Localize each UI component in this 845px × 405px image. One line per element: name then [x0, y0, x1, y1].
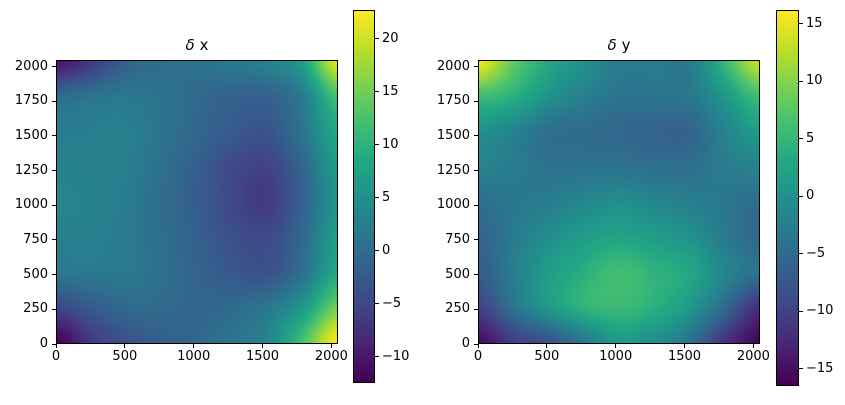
x-tick-mark	[546, 344, 548, 348]
delta-x-heatmap-canvas	[57, 61, 337, 343]
colorbar-tick-label: 15	[382, 83, 399, 99]
y-tick-mark	[474, 204, 478, 206]
colorbar-tick-mark	[799, 23, 803, 25]
y-tick-label: 0	[39, 336, 48, 351]
x-tick-mark	[477, 344, 479, 348]
delta-y-colorbar	[776, 10, 799, 386]
colorbar-tick-mark	[799, 310, 803, 312]
x-tick-label: 1500	[667, 349, 702, 364]
y-tick-mark	[52, 204, 56, 206]
y-tick-label: 750	[445, 231, 470, 247]
title-variable: x	[199, 36, 209, 54]
y-tick-mark	[52, 274, 56, 276]
y-tick-mark	[52, 135, 56, 137]
colorbar-tick-mark	[375, 144, 379, 146]
colorbar-tick-mark	[799, 138, 803, 140]
colorbar-tick-label: 20	[382, 30, 399, 46]
y-tick-mark	[474, 274, 478, 276]
y-tick-label: 250	[445, 301, 470, 317]
y-tick-mark	[52, 343, 56, 345]
colorbar-tick-label: 5	[806, 130, 815, 146]
colorbar-tick-mark	[375, 91, 379, 93]
colorbar-tick-label: 10	[382, 136, 399, 152]
y-tick-label: 1250	[436, 162, 470, 178]
title-variable: y	[621, 36, 631, 54]
x-tick-label: 2000	[736, 349, 770, 364]
x-tick-mark	[124, 344, 126, 348]
colorbar-tick-label: −10	[806, 303, 834, 319]
colorbar-tick-label: 10	[806, 73, 823, 89]
colorbar-tick-label: 0	[382, 242, 391, 258]
y-tick-label: 1750	[14, 93, 48, 109]
y-tick-label: 1250	[14, 162, 48, 178]
colorbar-tick-mark	[799, 253, 803, 255]
y-tick-mark	[474, 343, 478, 345]
y-tick-mark	[52, 170, 56, 172]
colorbar-tick-mark	[375, 303, 379, 305]
x-tick-mark	[330, 344, 332, 348]
x-tick-label: 1500	[245, 349, 280, 364]
y-tick-label: 2000	[436, 58, 470, 74]
colorbar-tick-label: −15	[806, 360, 834, 376]
x-tick-label: 0	[51, 349, 61, 364]
x-tick-label: 500	[112, 349, 138, 364]
x-tick-label: 2000	[314, 349, 348, 364]
y-tick-mark	[52, 239, 56, 241]
x-tick-mark	[55, 344, 57, 348]
y-tick-label: 1500	[14, 127, 48, 143]
colorbar-tick-mark	[375, 356, 379, 357]
colorbar-tick-label: −10	[382, 348, 410, 364]
y-tick-mark	[474, 170, 478, 172]
delta-y-colorbar-canvas	[777, 11, 798, 385]
x-tick-label: 1000	[599, 349, 633, 364]
y-tick-mark	[474, 66, 478, 68]
colorbar-tick-mark	[375, 197, 379, 199]
y-tick-label: 1500	[436, 127, 470, 143]
colorbar-tick-mark	[799, 195, 803, 197]
y-tick-mark	[52, 100, 56, 102]
delta-x-colorbar	[353, 10, 375, 383]
y-tick-label: 1750	[436, 93, 470, 109]
y-tick-mark	[474, 308, 478, 310]
colorbar-tick-mark	[799, 368, 803, 370]
colorbar-tick-label: 0	[806, 188, 815, 204]
y-tick-label: 2000	[14, 58, 48, 74]
x-tick-mark	[752, 344, 754, 348]
y-tick-mark	[474, 100, 478, 102]
colorbar-tick-mark	[799, 80, 803, 82]
y-tick-label: 500	[23, 266, 48, 282]
delta-y-axes	[478, 60, 760, 344]
y-tick-mark	[474, 239, 478, 241]
delta-x-colorbar-canvas	[354, 11, 374, 382]
delta-symbol: δ	[607, 36, 617, 54]
y-tick-label: 250	[23, 301, 48, 317]
delta-y-heatmap-canvas	[479, 61, 759, 343]
delta-x-axes	[56, 60, 338, 344]
y-tick-label: 750	[23, 231, 48, 247]
colorbar-tick-label: −5	[382, 295, 402, 311]
x-tick-mark	[193, 344, 195, 348]
x-tick-label: 500	[534, 349, 560, 364]
x-tick-label: 0	[473, 349, 483, 364]
x-tick-mark	[262, 344, 264, 348]
delta-symbol: δ	[185, 36, 195, 54]
y-tick-mark	[474, 135, 478, 137]
y-tick-label: 1000	[436, 197, 470, 213]
y-tick-label: 500	[445, 266, 470, 282]
x-tick-mark	[684, 344, 686, 348]
colorbar-tick-mark	[375, 38, 379, 40]
x-tick-mark	[615, 344, 617, 348]
y-tick-label: 1000	[14, 197, 48, 213]
y-tick-mark	[52, 308, 56, 310]
y-tick-mark	[52, 66, 56, 68]
x-tick-label: 1000	[177, 349, 211, 364]
colorbar-tick-mark	[375, 250, 379, 252]
colorbar-tick-label: −5	[806, 245, 826, 261]
colorbar-tick-label: 15	[806, 15, 823, 31]
colorbar-tick-label: 5	[382, 189, 391, 205]
y-tick-label: 0	[461, 336, 470, 351]
